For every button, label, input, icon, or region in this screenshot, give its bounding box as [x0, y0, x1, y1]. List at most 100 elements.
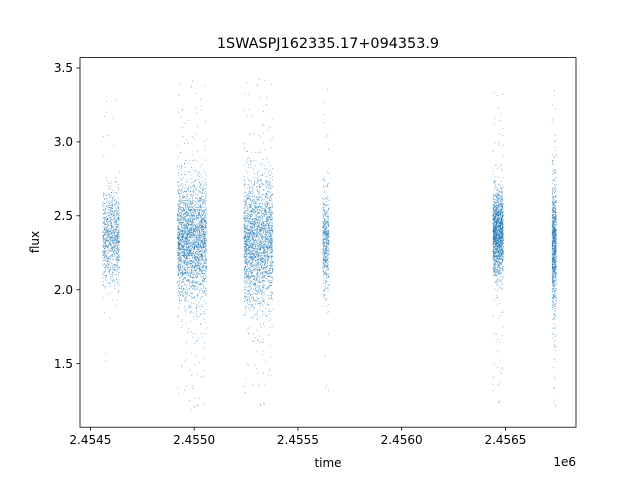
data-point — [202, 265, 204, 267]
data-point — [187, 234, 189, 236]
data-point — [109, 229, 111, 231]
data-point — [180, 243, 181, 245]
data-point — [190, 230, 192, 231]
data-point — [243, 282, 245, 284]
data-point — [244, 216, 246, 218]
data-point — [189, 229, 190, 231]
data-point — [199, 222, 201, 224]
data-point — [258, 300, 260, 302]
data-point — [264, 247, 266, 249]
data-point — [202, 291, 204, 293]
data-point — [112, 264, 114, 266]
data-point — [181, 220, 183, 221]
data-point — [244, 275, 246, 276]
data-point — [272, 256, 274, 258]
data-point — [191, 293, 193, 295]
data-point — [178, 237, 180, 238]
data-point — [190, 236, 192, 238]
data-point — [199, 243, 201, 245]
data-point — [247, 267, 249, 269]
data-point — [104, 116, 106, 118]
data-point — [178, 221, 180, 223]
data-point — [190, 267, 192, 269]
data-point — [194, 93, 196, 94]
data-point — [180, 293, 182, 295]
data-point — [107, 218, 108, 219]
data-point — [111, 200, 113, 201]
data-point — [194, 296, 195, 298]
data-point — [200, 203, 202, 205]
data-point — [258, 196, 260, 198]
data-point — [201, 109, 202, 111]
data-point — [178, 194, 180, 196]
data-point — [266, 104, 268, 106]
data-point — [111, 233, 113, 235]
data-point — [203, 145, 205, 147]
data-point — [105, 270, 106, 272]
data-point — [191, 210, 193, 211]
data-point — [105, 224, 107, 226]
data-point — [188, 187, 190, 188]
data-point — [177, 253, 179, 255]
data-point — [252, 243, 254, 244]
data-point — [191, 284, 193, 286]
data-point — [180, 231, 182, 232]
data-point — [118, 171, 120, 173]
data-point — [180, 267, 182, 269]
data-point — [197, 237, 199, 239]
data-point — [113, 269, 115, 271]
data-point — [190, 252, 191, 254]
data-point — [267, 254, 269, 255]
data-point — [254, 224, 255, 225]
data-point — [260, 180, 262, 182]
data-point — [269, 310, 271, 312]
data-point — [105, 256, 107, 258]
data-point — [181, 166, 183, 167]
data-point — [188, 261, 190, 263]
data-point — [186, 242, 187, 243]
data-point — [102, 271, 104, 273]
data-point — [117, 242, 119, 243]
data-point — [185, 200, 187, 201]
data-point — [107, 204, 109, 206]
data-point — [200, 250, 202, 252]
data-point — [201, 226, 203, 228]
data-point — [110, 235, 111, 237]
data-point — [265, 180, 267, 182]
data-point — [105, 245, 107, 246]
data-point — [109, 237, 111, 239]
data-point — [103, 255, 105, 257]
data-point — [106, 199, 108, 201]
data-point — [178, 254, 180, 256]
data-point — [189, 281, 190, 283]
data-point — [187, 200, 189, 202]
data-point — [196, 268, 197, 270]
data-point — [185, 237, 187, 239]
data-point — [205, 288, 207, 289]
data-point — [205, 187, 207, 189]
data-point — [262, 218, 264, 219]
data-point — [199, 226, 201, 228]
data-point — [115, 208, 117, 210]
data-point — [264, 227, 266, 229]
data-point — [205, 174, 207, 176]
data-point — [271, 147, 273, 149]
data-point — [262, 210, 264, 212]
data-point — [179, 269, 181, 270]
data-point — [200, 220, 202, 222]
data-point — [185, 273, 186, 274]
data-point — [271, 207, 273, 209]
data-point — [205, 231, 207, 233]
data-point — [116, 209, 118, 211]
data-point — [185, 351, 187, 353]
data-point — [252, 309, 254, 310]
data-point — [195, 237, 197, 239]
data-point — [252, 282, 253, 284]
data-point — [183, 236, 185, 238]
data-point — [256, 299, 258, 301]
data-point — [187, 331, 189, 333]
data-point — [198, 224, 200, 226]
data-point — [195, 264, 197, 265]
data-point — [185, 219, 187, 221]
data-point — [266, 222, 267, 224]
